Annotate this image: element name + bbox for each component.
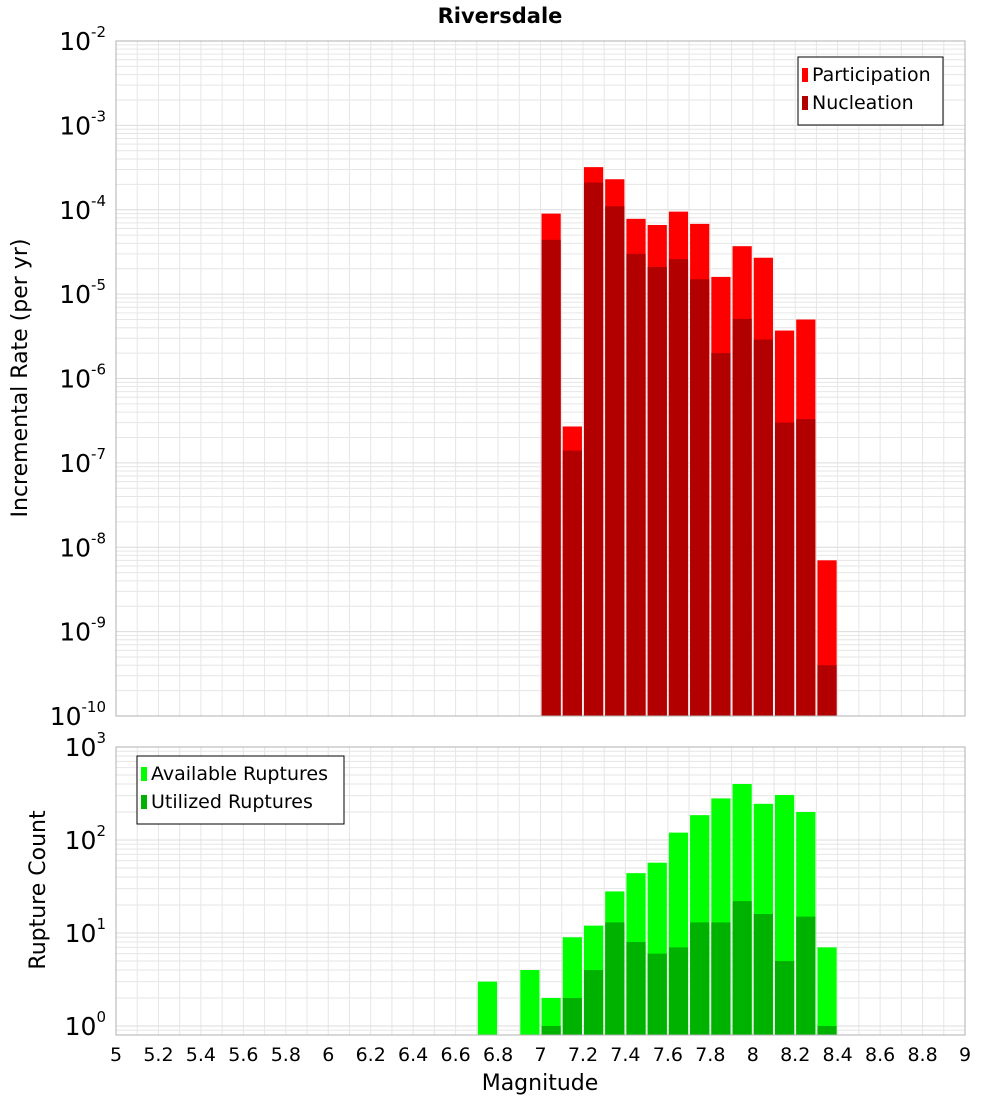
x-tick-label: 7 [534,1044,546,1066]
top-bar-nucleation [626,253,646,716]
x-tick-label: 7.2 [568,1044,598,1066]
bottom-legend-swatch [141,795,147,809]
top-legend-swatch [802,96,808,110]
bottom-bar-available-ruptures [817,947,837,1035]
x-tick-label: 7.6 [653,1044,683,1066]
bottom-y-tick-label: 101 [65,915,106,948]
top-y-tick-label: 10-10 [50,698,106,731]
top-bar-nucleation [774,422,795,716]
bottom-bar-utilized-ruptures [817,1025,837,1035]
top-legend-swatch [802,68,808,82]
x-tick-label: 8.2 [780,1044,810,1066]
bottom-y-axis-label: Rupture Count [26,810,51,970]
top-bar-nucleation [711,353,731,716]
bottom-bar-utilized-ruptures [562,997,582,1035]
x-tick-label: 7.8 [695,1044,725,1066]
top-y-tick-label: 10-5 [59,276,106,309]
top-panel: 10-10 10-9 10-8 10-7 10-6 10-5 10-4 10-3 10-2 Par… [50,23,966,731]
x-tick-label: 6 [322,1044,334,1066]
top-y-tick-label: 10-9 [59,614,106,647]
bottom-legend-label: Available Ruptures [151,763,328,785]
x-tick-label: 6.8 [483,1044,513,1066]
top-bar-nucleation [541,239,561,716]
top-legend-label: Participation [812,64,931,86]
top-y-axis-label: Incremental Rate (per yr) [8,239,33,518]
bottom-y-tick-label: 102 [65,822,106,855]
bottom-bar-utilized-ruptures [583,969,604,1035]
top-bar-nucleation [690,279,710,716]
bottom-y-tick-label: 100 [65,1008,106,1041]
bottom-bar-utilized-ruptures [796,916,816,1035]
bottom-legend-swatch [141,767,147,781]
x-tick-label: 8.4 [823,1044,853,1066]
x-tick-label: 8.6 [865,1044,895,1066]
top-y-tick-label: 10-4 [59,192,106,225]
x-axis: 5 5.2 5.4 5.6 5.8 6 6.2 6.4 6.6 6.8 7 7.2 7.4 7.6 7.8 8… [110,1044,971,1066]
top-y-tick-label: 10-7 [59,445,106,478]
top-y-tick-label: 10-3 [59,107,106,140]
x-tick-label: 9 [959,1044,971,1066]
x-tick-label: 6.4 [398,1044,428,1066]
top-bar-nucleation [732,318,752,716]
bottom-bar-utilized-ruptures [753,914,773,1035]
bottom-bar-available-ruptures [520,969,540,1035]
x-tick-label: 5.4 [186,1044,216,1066]
bottom-panel: 100 101 102 103 Available Ruptures Utilized R… [65,729,966,1041]
top-y-tick-label: 10-2 [59,23,106,56]
x-tick-label: 5.8 [271,1044,301,1066]
top-bar-nucleation [817,665,837,716]
top-bar-nucleation [647,266,667,716]
top-legend-box [797,56,944,126]
x-tick-label: 7.4 [610,1044,640,1066]
bottom-legend-box [136,755,345,825]
bottom-bar-utilized-ruptures [774,960,795,1035]
bottom-legend: Available Ruptures Utilized Ruptures [136,755,345,825]
x-axis-label: Magnitude [482,1071,599,1096]
bottom-frame [115,746,966,1036]
bottom-bar-utilized-ruptures [605,922,625,1035]
bottom-y-tick-label: 103 [65,729,106,762]
bottom-bar-available-ruptures [477,981,498,1035]
top-y-tick-label: 10-8 [59,529,106,562]
x-tick-label: 5 [110,1044,122,1066]
chart-title: Riversdale [438,4,563,28]
top-legend: Participation Nucleation [797,56,944,126]
top-legend-label: Nucleation [812,92,914,114]
bottom-bar-utilized-ruptures [732,901,752,1035]
bottom-bar-utilized-ruptures [541,1025,561,1035]
top-bar-nucleation [796,419,816,716]
bottom-bar-utilized-ruptures [711,922,731,1035]
bottom-bar-utilized-ruptures [647,953,667,1035]
x-tick-label: 8 [747,1044,759,1066]
top-y-tick-label: 10-6 [59,361,106,394]
top-bar-nucleation [605,206,625,716]
top-bar-nucleation [753,339,773,716]
top-bar-nucleation [668,259,689,716]
bottom-bar-utilized-ruptures [690,922,710,1035]
bottom-bar-utilized-ruptures [626,942,646,1035]
top-bar-nucleation [562,450,582,716]
bottom-bar-utilized-ruptures [668,947,689,1035]
x-tick-label: 5.2 [143,1044,173,1066]
x-tick-label: 6.2 [356,1044,386,1066]
top-bar-nucleation [583,182,604,716]
x-tick-label: 8.8 [907,1044,937,1066]
bottom-legend-label: Utilized Ruptures [151,791,313,813]
bottom-bar-available-ruptures [541,997,561,1035]
x-tick-label: 5.6 [228,1044,258,1066]
x-tick-label: 6.6 [440,1044,470,1066]
top-frame [115,40,966,717]
